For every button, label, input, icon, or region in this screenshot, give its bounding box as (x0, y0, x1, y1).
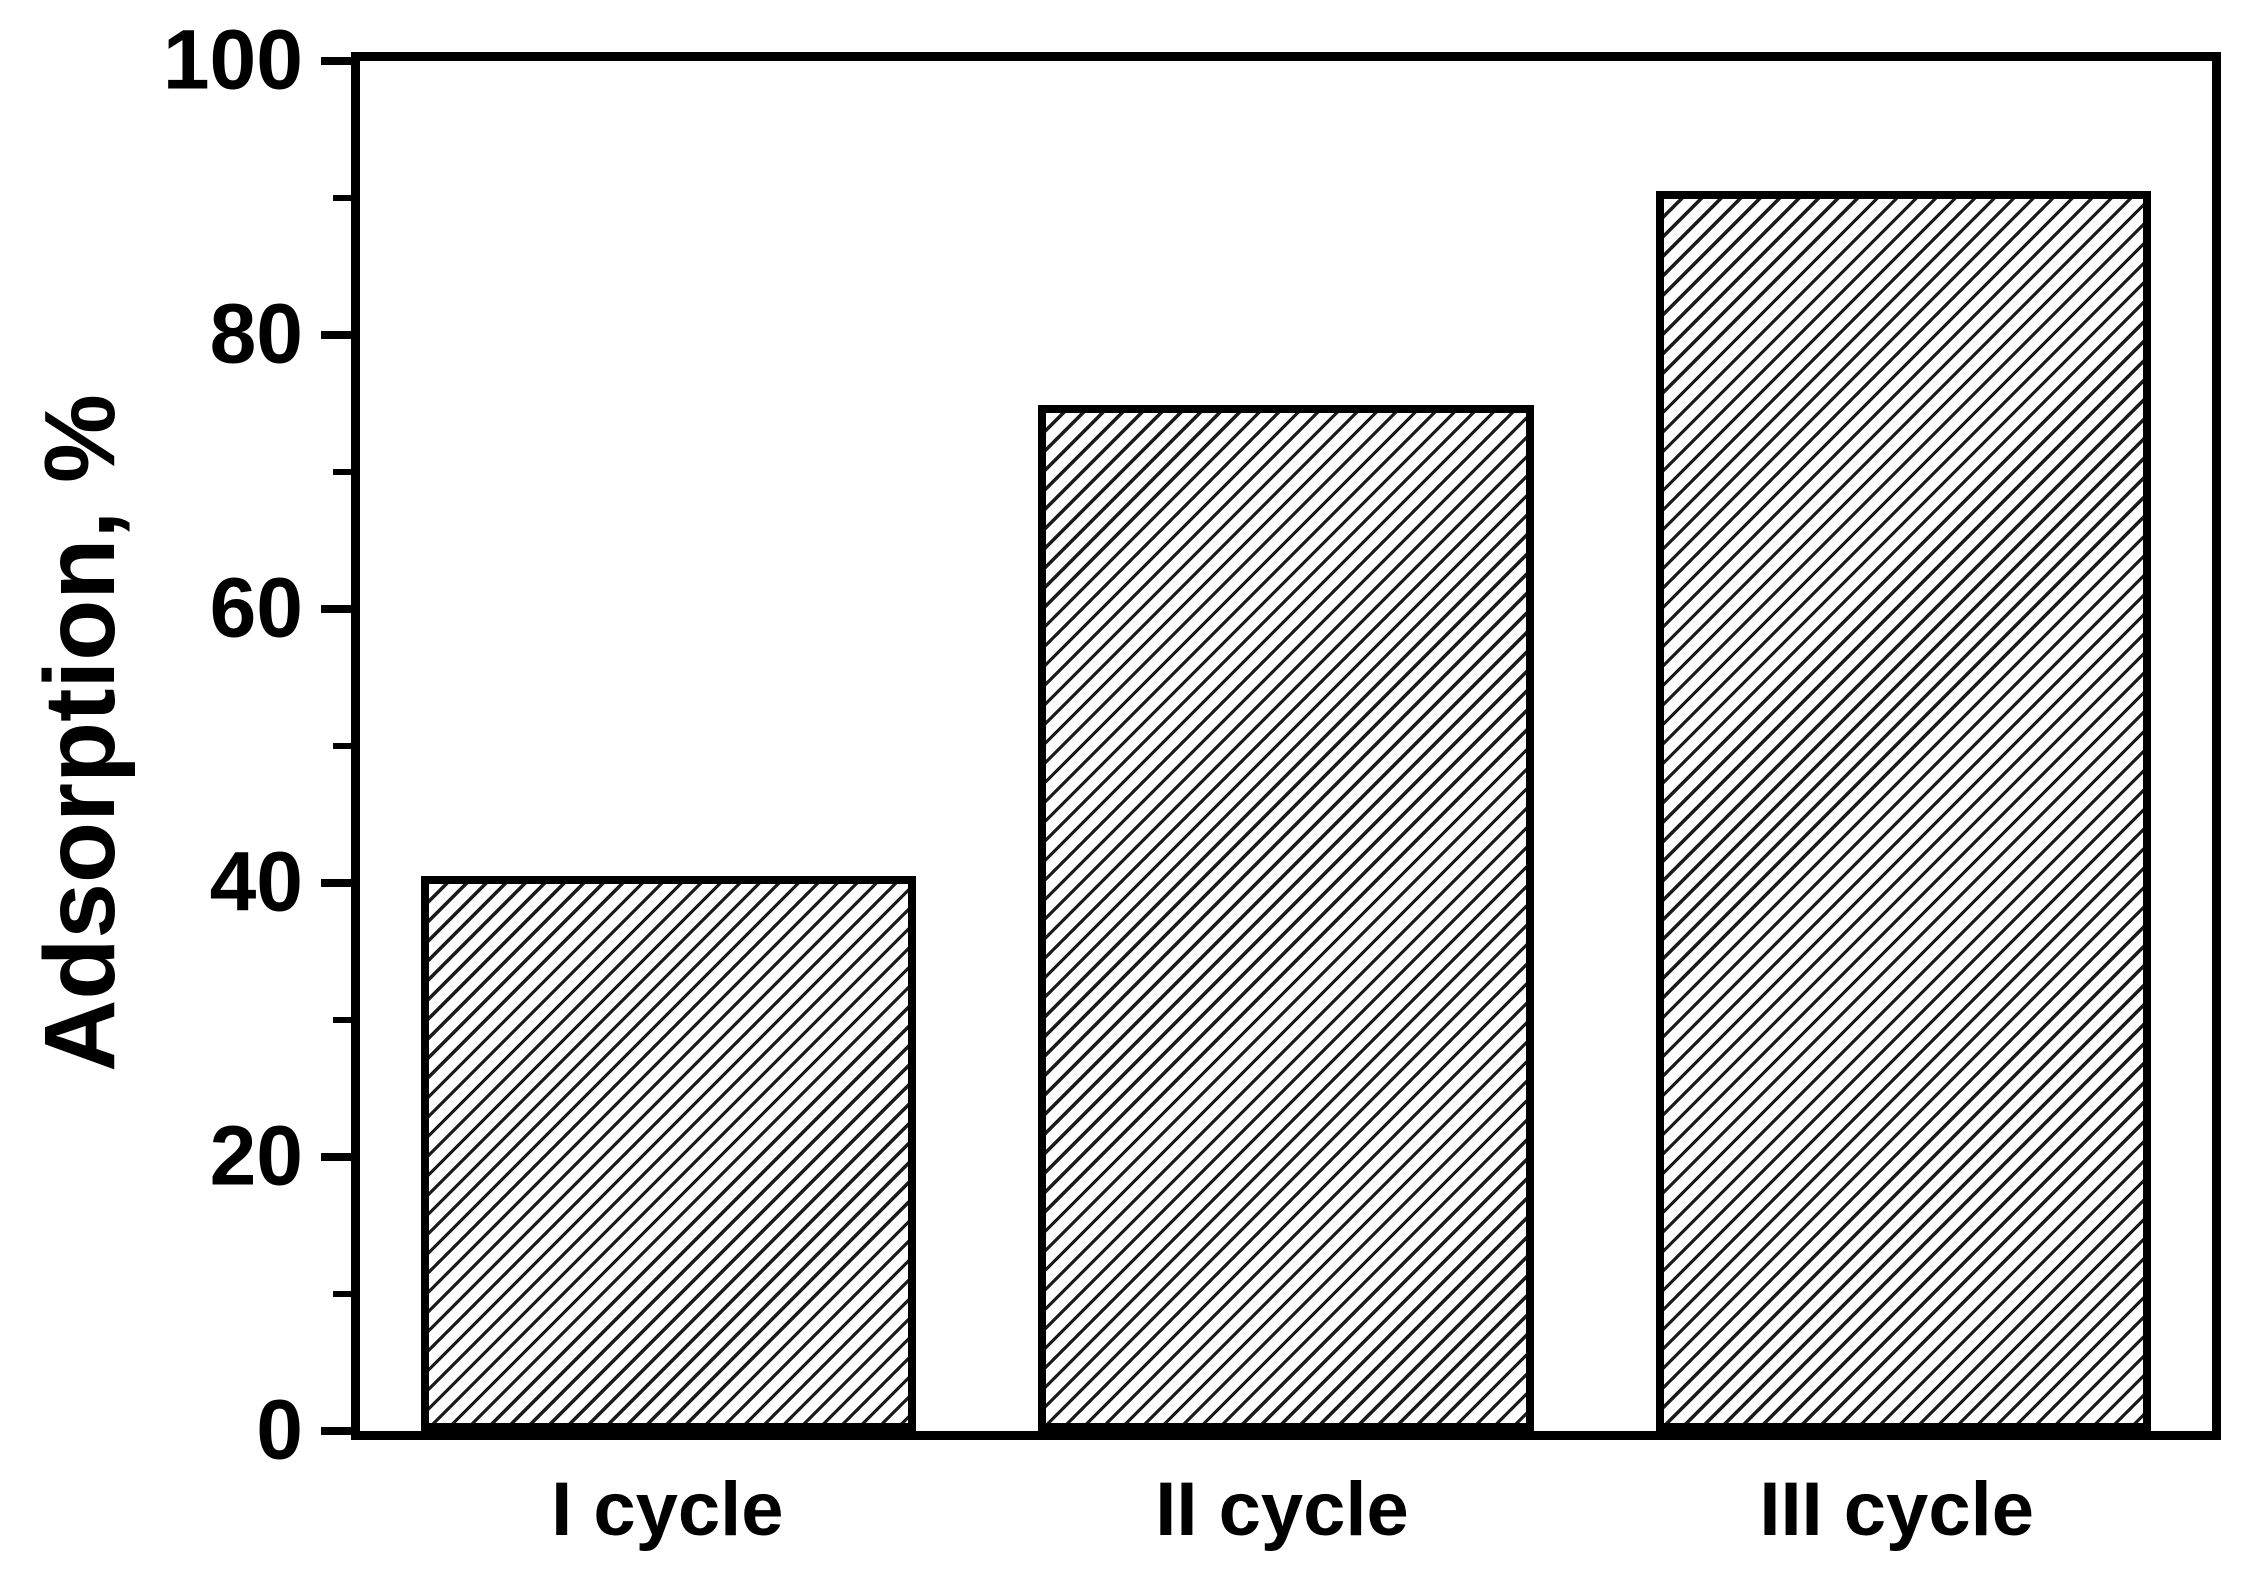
plot-inner: 0 20 40 60 80 100 (163, 17, 2212, 1471)
x-tick-label-ii-cycle: II cycle (1155, 1467, 1409, 1552)
y-tick-label: 0 (256, 1382, 303, 1477)
y-axis-major-tick (321, 879, 351, 887)
y-axis-minor-tick (333, 1291, 351, 1297)
bar-iii-cycle (1655, 191, 2151, 1431)
y-axis-major-tick (321, 1427, 351, 1435)
y-axis-minor-tick (333, 743, 351, 749)
y-tick-label: 20 (209, 1108, 303, 1203)
y-axis-minor-tick (333, 195, 351, 201)
y-tick-label: 40 (209, 834, 303, 929)
plot-area: 0 20 40 60 80 100 (163, 17, 2221, 1471)
y-axis-major-tick (321, 1153, 351, 1161)
y-axis-minor-tick (333, 469, 351, 475)
y-tick-label: 60 (209, 560, 303, 655)
x-tick-label-iii-cycle: III cycle (1759, 1467, 2034, 1552)
y-tick-label: 100 (162, 12, 303, 107)
y-axis-major-tick (321, 57, 351, 65)
y-axis-minor-tick (333, 1017, 351, 1023)
y-axis-major-tick (321, 605, 351, 613)
y-tick-label: 80 (209, 286, 303, 381)
bar-i-cycle (421, 876, 917, 1431)
y-axis-title: Adsorption, % (24, 394, 136, 1072)
bar-ii-cycle (1038, 404, 1534, 1431)
x-tick-label-i-cycle: I cycle (551, 1467, 784, 1552)
x-axis-labels: I cycle II cycle III cycle (360, 1468, 2204, 1578)
y-axis-major-tick (321, 331, 351, 339)
